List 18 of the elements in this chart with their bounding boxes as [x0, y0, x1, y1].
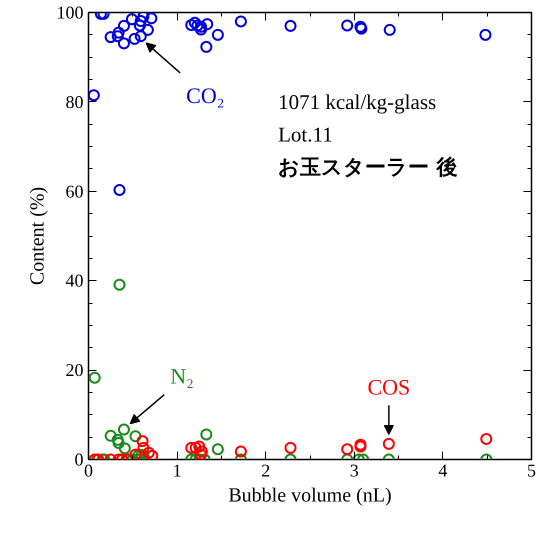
y-tick-label: 40 — [66, 270, 84, 291]
annotation: 1071 kcal/kg-glass — [278, 90, 436, 114]
annotation: CO₂ — [186, 82, 224, 108]
x-tick-label: 4 — [438, 460, 448, 480]
y-tick-label: 100 — [56, 2, 84, 22]
annotation: お玉スターラー 後 — [278, 155, 458, 180]
annotation: Lot.11 — [278, 122, 333, 147]
y-tick-label: 80 — [66, 92, 84, 112]
x-tick-label: 3 — [350, 460, 359, 480]
x-tick-label: 2 — [261, 460, 270, 480]
y-tick-label: 20 — [66, 360, 84, 380]
annotation: N₂ — [170, 364, 194, 389]
annotation: COS — [367, 374, 410, 400]
x-tick-label: 1 — [172, 460, 182, 480]
y-axis-title: Content (%) — [26, 186, 48, 286]
x-tick-label: 5 — [527, 460, 536, 480]
y-tick-label: 60 — [66, 181, 84, 202]
x-axis-title: Bubble volume (nL) — [228, 484, 392, 506]
